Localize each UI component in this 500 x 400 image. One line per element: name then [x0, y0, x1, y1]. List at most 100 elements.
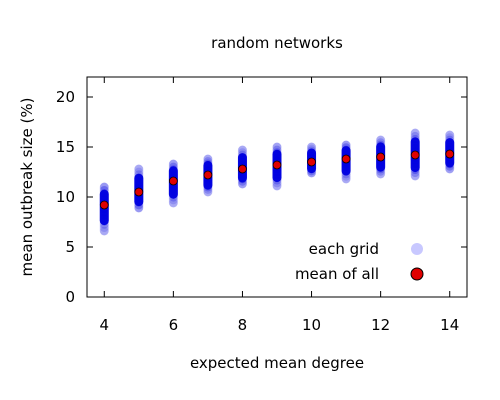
mean-of-all-point: [203, 170, 213, 180]
each-grid-point: [238, 155, 247, 164]
each-grid-point: [169, 196, 178, 205]
each-grid-point: [410, 138, 420, 147]
mean-of-all-point: [307, 157, 316, 167]
each-grid-point: [100, 182, 109, 192]
each-grid-point: [445, 135, 454, 145]
each-grid-point: [341, 172, 351, 181]
each-grid-point: [341, 174, 351, 184]
each-grid-point: [203, 185, 213, 194]
each-grid-point: [445, 164, 454, 174]
mean-of-all-point: [99, 200, 109, 210]
each-grid-point: [169, 198, 178, 208]
each-grid-point: [272, 181, 282, 191]
x-tick-label: 10: [302, 316, 321, 334]
each-grid-point: [272, 173, 282, 182]
mean-of-all-point: [134, 187, 144, 197]
each-grid-point: [169, 187, 178, 197]
legend-label-mean-of-all: mean of all: [295, 265, 379, 283]
each-grid-point: [445, 133, 454, 142]
each-grid-point: [410, 165, 420, 175]
each-grid-point: [376, 145, 385, 154]
y-tick-label: 0: [65, 288, 75, 306]
y-axis-label: mean outbreak size (%): [18, 98, 36, 277]
each-grid-point: [307, 166, 316, 176]
mean-of-all-point: [272, 160, 282, 170]
each-grid-point: [238, 177, 247, 186]
axes: 4 6 8 10 12 14 0 5 10 15 20: [56, 77, 467, 334]
x-tick-label: 8: [238, 316, 248, 334]
each-grid-point: [341, 148, 351, 157]
each-grid-point: [238, 157, 247, 167]
plot-frame: [86, 76, 468, 298]
each-grid-point: [341, 169, 351, 179]
each-grid-point: [203, 164, 213, 173]
each-grid-point: [169, 168, 178, 177]
each-grid-point: [134, 198, 144, 207]
each-grid-point: [307, 142, 316, 152]
each-grid-point: [445, 130, 454, 140]
each-grid-point: [376, 143, 385, 152]
each-grid-point: [410, 171, 420, 181]
each-grid-point: [169, 193, 178, 202]
each-grid-point: [203, 161, 213, 171]
each-grid-point: [410, 128, 420, 138]
legend-marker-mean-of-all: [410, 267, 424, 281]
each-grid-point: [238, 174, 247, 184]
each-grid-point: [169, 190, 178, 199]
each-grid-point: [376, 138, 385, 147]
each-grid-point: [307, 168, 316, 178]
each-grid-point: [307, 144, 316, 154]
each-grid-point: [134, 173, 144, 182]
legend-label-each-grid: each grid: [309, 240, 379, 258]
x-tick-label: 4: [99, 316, 109, 334]
each-grid-point: [410, 134, 420, 144]
each-grid-point: [238, 148, 247, 157]
each-grid-point: [100, 214, 109, 223]
each-grid-point: [134, 201, 144, 210]
each-grid-point: [272, 176, 282, 185]
each-grid-point: [238, 179, 247, 189]
each-grid-point: [100, 223, 109, 233]
x-tick-label: 14: [440, 316, 459, 334]
mean-of-all-point: [168, 176, 178, 186]
each-grid-point: [376, 169, 385, 179]
x-tick-label: 6: [169, 316, 179, 334]
each-grid-point: [272, 145, 282, 154]
each-grid-point: [307, 148, 316, 157]
plot-data: [99, 128, 455, 236]
each-grid-point: [307, 146, 316, 155]
each-grid-point: [410, 144, 420, 153]
each-grid-point: [134, 181, 144, 190]
each-grid-point: [376, 162, 385, 171]
legend: each grid mean of all: [295, 240, 424, 283]
each-grid-point: [445, 142, 454, 152]
each-grid-point: [272, 153, 282, 163]
each-grid-point: [169, 162, 178, 171]
each-grid-point: [100, 189, 109, 198]
y-tick-label: 5: [65, 238, 75, 256]
each-grid-point: [272, 151, 282, 160]
each-grid-point: [272, 148, 282, 157]
each-grid-point: [169, 159, 178, 169]
each-grid-point: [100, 220, 109, 229]
each-grid-point: [134, 175, 144, 185]
chart-title: random networks: [211, 34, 343, 52]
each-grid-point: [410, 159, 420, 168]
each-grid-point: [376, 140, 385, 150]
each-grid-point: [445, 140, 454, 149]
each-grid-point: [445, 159, 454, 169]
each-grid-point: [100, 211, 109, 220]
mean-of-all-point: [410, 150, 420, 160]
each-grid-point: [134, 167, 144, 176]
mean-of-all-point: [376, 152, 386, 162]
each-grid-point: [100, 185, 109, 195]
each-grid-point: [376, 135, 385, 145]
mean-of-all-point: [341, 154, 351, 164]
each-grid-point: [100, 226, 109, 236]
each-grid-point: [410, 162, 420, 171]
each-grid-point: [203, 157, 213, 166]
each-grid-point: [169, 165, 178, 174]
each-grid-point: [134, 203, 144, 213]
each-grid-point: [272, 179, 282, 188]
